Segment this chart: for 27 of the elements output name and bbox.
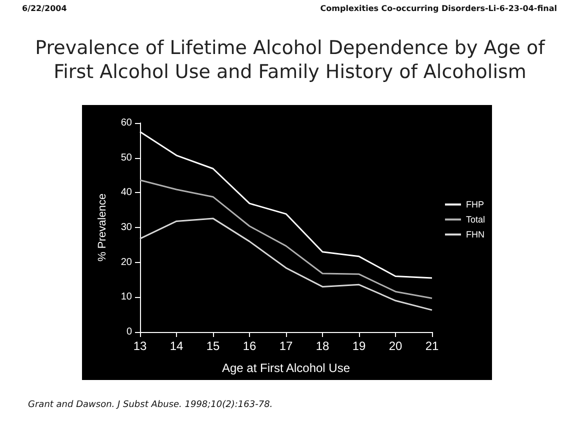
x-tick-label: 16 bbox=[242, 339, 256, 353]
legend-label: FHN bbox=[466, 230, 484, 240]
y-tick-label: 20 bbox=[120, 256, 132, 268]
x-tick-label: 21 bbox=[425, 339, 439, 353]
chart-title: Prevalence of Lifetime Alcohol Dependence by Age of First Alcohol Use and Family History of Alcoholism bbox=[34, 36, 546, 84]
x-tick-label: 18 bbox=[316, 339, 330, 353]
y-tick-label: 30 bbox=[120, 222, 132, 233]
text: Grant and Dawson. J Subst Abuse. 1998;10(2):163-78. bbox=[28, 400, 273, 410]
y-axis-title: % Prevalence bbox=[96, 194, 108, 262]
y-tick-label: 10 bbox=[120, 292, 132, 303]
x-tick-label: 17 bbox=[279, 339, 293, 353]
legend-label: FHP bbox=[466, 200, 484, 210]
x-axis-title: Age at First Alcohol Use bbox=[222, 361, 350, 375]
x-tick-label: 20 bbox=[388, 339, 402, 353]
x-tick-label: 14 bbox=[170, 339, 184, 353]
x-tick-label: 15 bbox=[206, 339, 220, 353]
line-series bbox=[139, 179, 433, 299]
y-tick-label: 0 bbox=[126, 326, 132, 338]
text: Complexities Co-occurring Disorders-Li-6-23-04-final bbox=[320, 4, 557, 13]
y-tick-label: 50 bbox=[120, 152, 132, 164]
legend-label: Total bbox=[466, 214, 486, 224]
x-tick-label: 13 bbox=[133, 339, 147, 353]
y-tick-label: 60 bbox=[120, 118, 132, 128]
y-tick-label: 40 bbox=[120, 187, 132, 198]
line-series bbox=[139, 218, 433, 311]
text: 6/22/2004 bbox=[22, 4, 67, 13]
x-tick-label: 19 bbox=[352, 339, 366, 353]
